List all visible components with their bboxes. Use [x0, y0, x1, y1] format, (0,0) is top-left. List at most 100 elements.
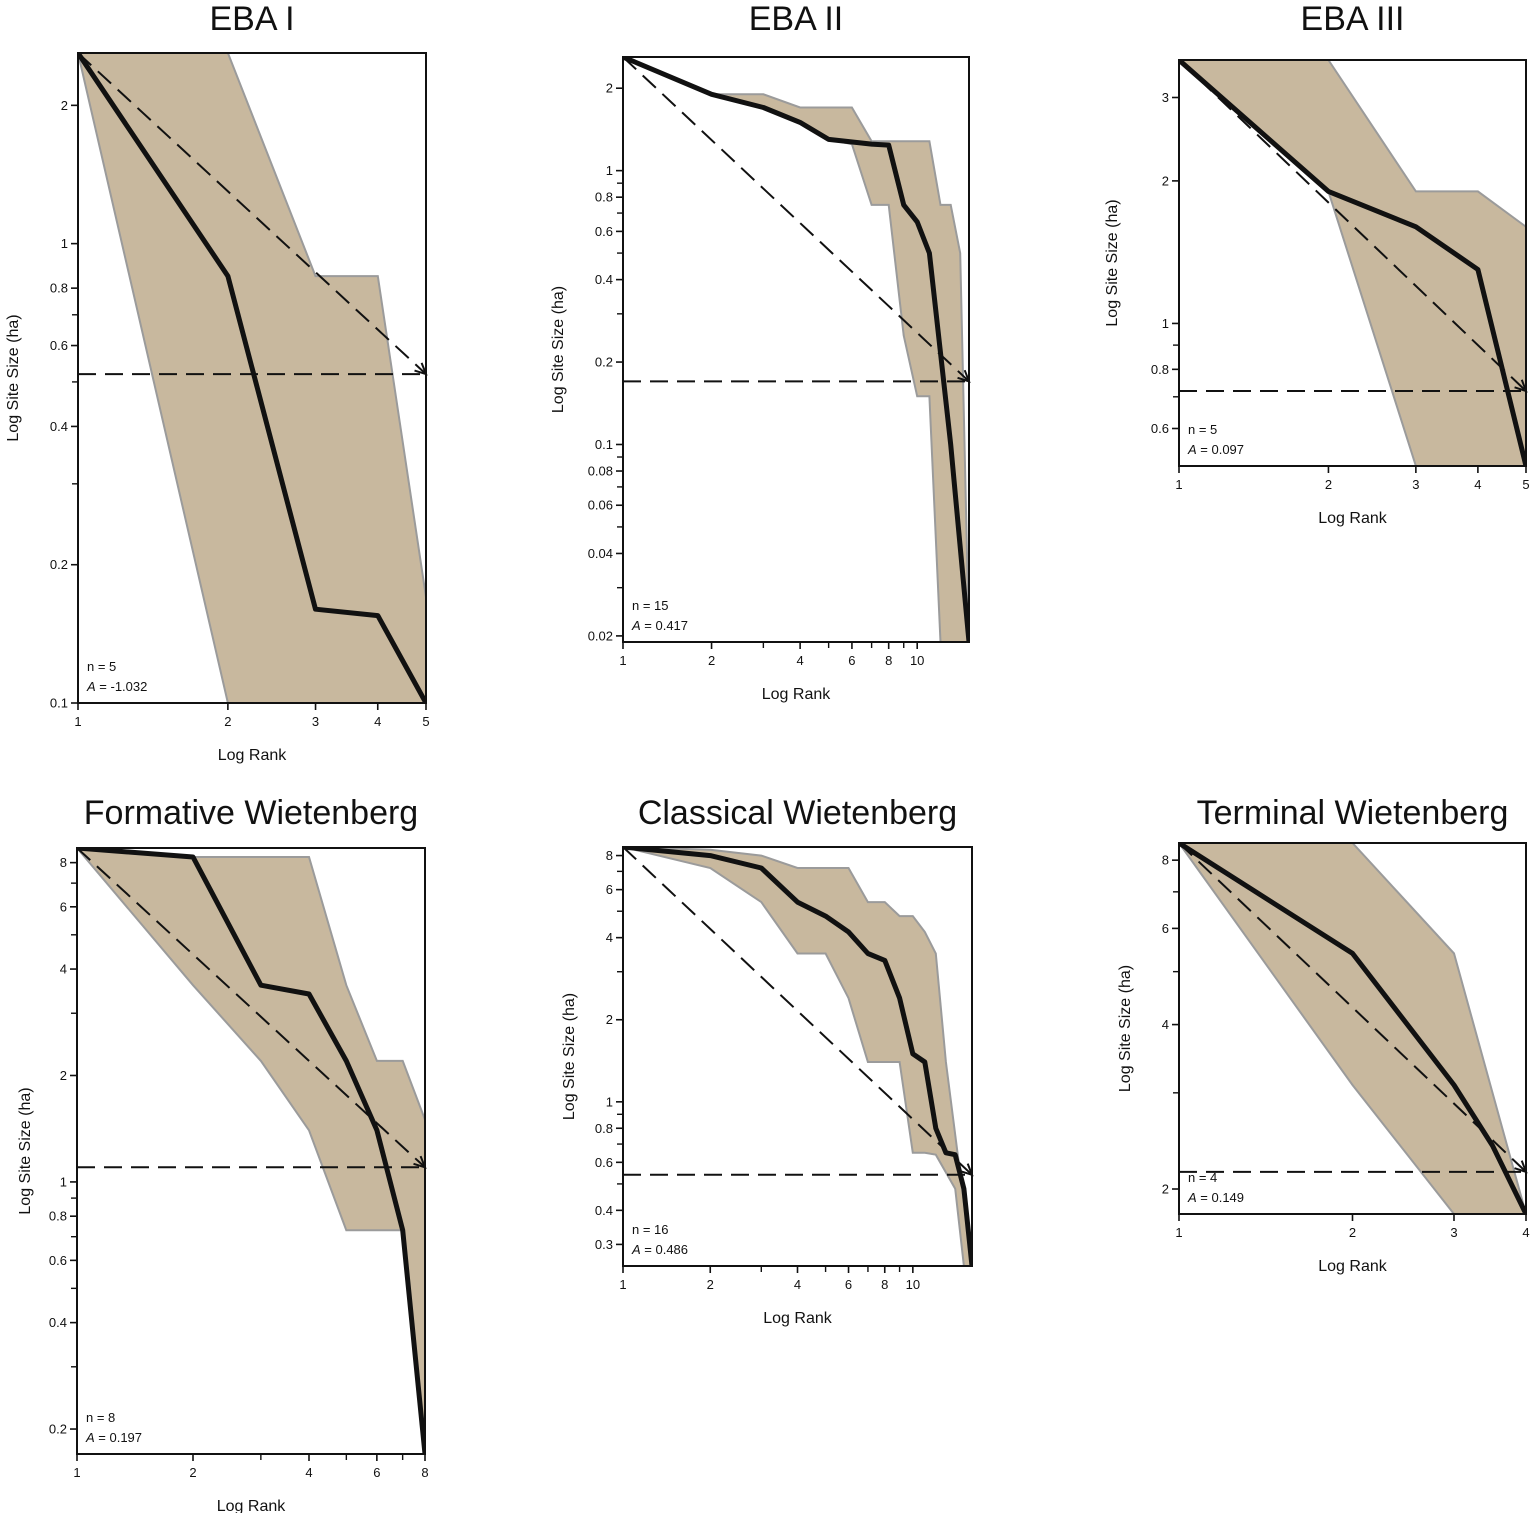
y-tick-label: 6: [606, 882, 613, 897]
a-value: = 0.486: [641, 1242, 688, 1257]
chart-title: Formative Wietenberg: [84, 794, 418, 832]
a-value: = 0.197: [95, 1430, 142, 1445]
panel-5: 0.3 0.4 0.6 0.8 1 2 4 6 8 1 2 4 6 8 10 Classical Wieten…: [561, 794, 974, 1327]
x-axis-label: Log Rank: [1318, 1258, 1387, 1275]
a-value: = 0.417: [641, 618, 688, 633]
a-coefficient: A = 0.097: [1187, 442, 1244, 457]
a-coefficient: A = -1.032: [86, 679, 147, 694]
y-tick-label: 2: [61, 98, 68, 113]
observed-rank-size-line: [623, 847, 972, 1266]
x-tick-label: 6: [373, 1465, 380, 1480]
y-tick-label: 0.4: [595, 1203, 613, 1218]
y-tick-label: 0.6: [49, 1253, 67, 1268]
panel-3: 0.6 0.8 1 2 3 1 2 3 4 5 EBA III Log Rank Log Site Si…: [1104, 0, 1530, 527]
y-tick-label: 8: [60, 855, 67, 870]
y-tick-label: 0.8: [595, 190, 613, 205]
y-tick-label: 0.8: [595, 1121, 613, 1136]
y-tick-label: 0.6: [595, 1155, 613, 1170]
y-tick-label: 2: [60, 1068, 67, 1083]
confidence-envelope: [77, 848, 425, 1454]
y-tick-label: 2: [1162, 1182, 1169, 1197]
y-tick-label: 2: [606, 1012, 613, 1027]
y-tick-label: 8: [1162, 853, 1169, 868]
y-tick-label: 0.8: [50, 281, 68, 296]
y-tick-label: 0.4: [50, 419, 68, 434]
confidence-envelope: [78, 53, 426, 703]
x-tick-label: 2: [1349, 1225, 1356, 1240]
observed-rank-size-line: [1179, 843, 1526, 1214]
sample-size-label: n = 4: [1188, 1170, 1217, 1185]
y-tick-label: 1: [606, 163, 613, 178]
y-tick-label: 2: [606, 81, 613, 96]
x-tick-label: 4: [374, 714, 381, 729]
x-tick-label: 4: [305, 1465, 312, 1480]
chart-title: Classical Wietenberg: [638, 794, 957, 832]
x-axis-label: Log Rank: [217, 1498, 286, 1513]
x-tick-label: 5: [1522, 477, 1529, 492]
x-tick-label: 1: [619, 653, 626, 668]
a-symbol: A: [1187, 1190, 1197, 1205]
x-tick-label: 2: [1325, 477, 1332, 492]
a-symbol: A: [1187, 442, 1197, 457]
y-tick-label: 4: [1162, 1017, 1169, 1032]
y-tick-label: 0.6: [595, 224, 613, 239]
y-tick-label: 0.4: [595, 272, 613, 287]
x-tick-label: 1: [74, 714, 81, 729]
chart-title: EBA I: [209, 0, 294, 38]
y-tick-label: 0.08: [588, 464, 613, 479]
chart-title: EBA II: [749, 0, 844, 38]
x-tick-label: 2: [189, 1465, 196, 1480]
y-tick-label: 0.2: [50, 557, 68, 572]
x-tick-label: 1: [1175, 1225, 1182, 1240]
sample-size-label: n = 5: [87, 659, 116, 674]
sample-size-label: n = 15: [632, 598, 669, 613]
confidence-envelope: [1179, 60, 1526, 466]
x-axis-label: Log Rank: [218, 747, 287, 764]
panel-4: 0.2 0.4 0.6 0.8 1 2 4 6 8 1 2 4 6 8 Formative Wietenbe…: [17, 794, 429, 1513]
y-tick-label: 1: [606, 1094, 613, 1109]
plot-frame: [77, 52, 427, 704]
a-coefficient: A = 0.149: [1187, 1190, 1244, 1205]
y-axis-label: Log Site Size (ha): [1117, 965, 1134, 1092]
a-value: = 0.097: [1197, 442, 1244, 457]
x-tick-label: 1: [619, 1277, 626, 1292]
a-symbol: A: [85, 1430, 95, 1445]
y-tick-label: 1: [60, 1174, 67, 1189]
panel-1: 0.1 0.2 0.4 0.6 0.8 1 2 1 2 3 4 5 EBA I Log Rank Log S…: [5, 0, 430, 764]
y-tick-label: 6: [1162, 921, 1169, 936]
y-tick-label: 6: [60, 899, 67, 914]
a-coefficient: A = 0.486: [631, 1242, 688, 1257]
y-tick-label: 0.04: [588, 546, 613, 561]
observed-rank-size-line: [623, 57, 969, 642]
y-axis-label: Log Site Size (ha): [550, 286, 567, 413]
observed-rank-size-line: [1179, 60, 1526, 466]
chart-title: Terminal Wietenberg: [1197, 794, 1509, 832]
sample-size-label: n = 8: [86, 1410, 115, 1425]
panel-6: 2 4 6 8 1 2 3 4 Terminal Wietenberg Log Rank Log S…: [1117, 794, 1530, 1275]
y-axis-label: Log Site Size (ha): [1104, 199, 1121, 326]
plot-frame: [76, 847, 426, 1455]
a-symbol: A: [86, 679, 96, 694]
x-axis-label: Log Rank: [763, 1310, 832, 1327]
x-tick-label: 8: [881, 1277, 888, 1292]
x-tick-label: 2: [224, 714, 231, 729]
plot-frame: [622, 56, 970, 643]
x-tick-label: 8: [885, 653, 892, 668]
x-tick-label: 3: [1450, 1225, 1457, 1240]
a-symbol: A: [631, 1242, 641, 1257]
confidence-envelope: [1179, 843, 1526, 1214]
panel-2: 0.02 0.04 0.06 0.08 0.1 0.2 0.4 0.6 0.8 1 2 1 2 4 6 8 10…: [550, 0, 971, 703]
plot-frame: [1178, 59, 1527, 467]
confidence-envelope: [623, 57, 969, 642]
a-value: = 0.149: [1197, 1190, 1244, 1205]
y-tick-label: 3: [1162, 90, 1169, 105]
x-tick-label: 2: [708, 653, 715, 668]
x-tick-label: 4: [1522, 1225, 1529, 1240]
y-tick-label: 8: [606, 848, 613, 863]
y-tick-label: 0.1: [50, 696, 68, 711]
observed-rank-size-line: [78, 53, 426, 703]
x-tick-label: 10: [910, 653, 924, 668]
x-tick-label: 2: [707, 1277, 714, 1292]
y-axis-label: Log Site Size (ha): [17, 1087, 34, 1214]
